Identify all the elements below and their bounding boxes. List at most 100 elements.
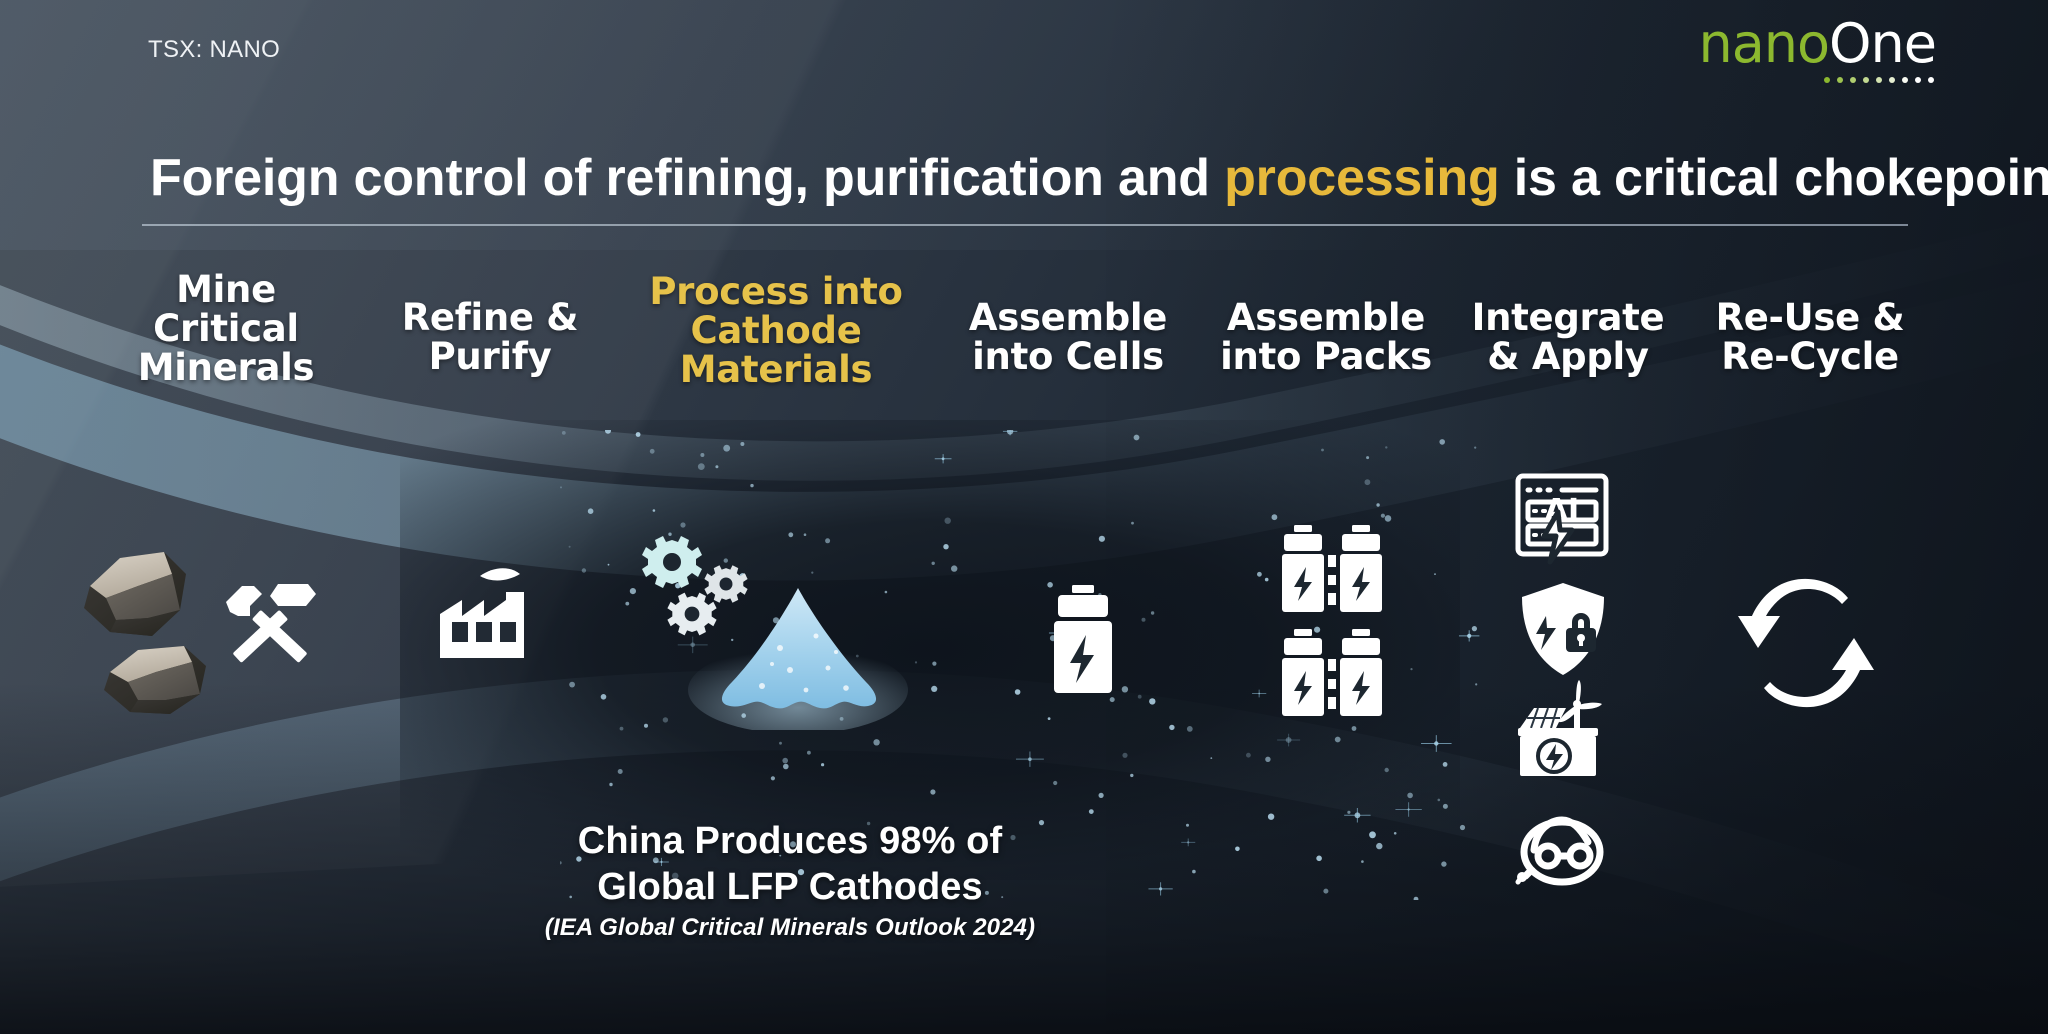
sparkle-particle bbox=[821, 763, 825, 767]
sparkle-particle bbox=[1321, 448, 1324, 452]
sparkle-particle bbox=[697, 463, 705, 470]
stage-label-mine-critical-minerals[interactable]: Mine Critical Minerals bbox=[66, 270, 386, 388]
sparkle-particle bbox=[750, 483, 754, 488]
stage-label-line: Mine bbox=[176, 268, 276, 311]
sparkle-particle bbox=[984, 890, 989, 895]
sparkle-particle bbox=[739, 573, 747, 580]
stage-label-line: Process into bbox=[649, 270, 903, 313]
sparkle-particle bbox=[1442, 762, 1448, 767]
sparkle-particle bbox=[783, 763, 789, 770]
sparkle-particle bbox=[675, 583, 681, 589]
sparkle-particle bbox=[914, 661, 918, 664]
stage-label-integrate-apply[interactable]: Integrate & Apply bbox=[1408, 296, 1728, 377]
sparkle-particle bbox=[1267, 813, 1275, 820]
sparkle-particle bbox=[1169, 724, 1175, 731]
sparkle-particle bbox=[779, 854, 782, 857]
title-part-before: Foreign control of refining, purificatio… bbox=[150, 149, 1225, 207]
sparkle-particle bbox=[741, 713, 746, 718]
sparkle-particle bbox=[1258, 692, 1261, 695]
sparkle-particle bbox=[1441, 861, 1447, 867]
sparkle-particle bbox=[866, 821, 871, 826]
sparkle-cross bbox=[1002, 430, 1018, 436]
sparkle-particle bbox=[825, 538, 831, 544]
sparkle-cross bbox=[677, 636, 708, 654]
sparkle-cross bbox=[1458, 630, 1480, 642]
sparkle-particle bbox=[568, 545, 571, 548]
logo-dot bbox=[1902, 77, 1908, 83]
logo-nano-text: nano bbox=[1698, 12, 1830, 75]
sparkle-particle bbox=[1088, 809, 1094, 814]
sparkle-cross bbox=[1015, 751, 1044, 767]
stage-label-line: Materials bbox=[679, 348, 873, 392]
sparkle-particle bbox=[943, 544, 949, 550]
logo-dot bbox=[1863, 77, 1869, 83]
sparkle-cross bbox=[1344, 808, 1371, 823]
sparkle-particle bbox=[1264, 577, 1269, 582]
sparkle-particle bbox=[1133, 434, 1140, 441]
sparkle-particle bbox=[1014, 689, 1021, 695]
stage-label-re-use-re-cycle[interactable]: Re-Use & Re-Cycle bbox=[1650, 296, 1970, 377]
stage-label-line: Integrate bbox=[1471, 296, 1665, 339]
sparkle-particle bbox=[617, 769, 623, 774]
sparkle-particle bbox=[839, 717, 844, 721]
sparkle-particle bbox=[587, 508, 594, 514]
logo-dot bbox=[1837, 77, 1843, 83]
sparkle-particle bbox=[1366, 456, 1370, 460]
sparkle-particle bbox=[779, 741, 782, 745]
sparkle-particle bbox=[1109, 697, 1115, 703]
sparkle-particle bbox=[1186, 823, 1189, 827]
sparkle-particle bbox=[1316, 855, 1322, 862]
sparkle-particle bbox=[581, 568, 587, 573]
sparkle-particle bbox=[1439, 439, 1445, 445]
sparkle-particle bbox=[561, 431, 566, 435]
sparkle-particle bbox=[811, 571, 814, 574]
sparkle-particle bbox=[652, 509, 656, 512]
sparkle-particle bbox=[668, 532, 672, 536]
sparkle-particle bbox=[671, 872, 679, 880]
stage-label-process-into-cathode-materials[interactable]: Process into Cathode Materials bbox=[616, 272, 936, 390]
sparkle-particle bbox=[752, 872, 758, 878]
sparkle-particle bbox=[1073, 665, 1080, 671]
stage-label-refine-purify[interactable]: Refine & Purify bbox=[330, 298, 650, 377]
sparkle-particle bbox=[625, 601, 630, 606]
sparkle-particle bbox=[807, 750, 811, 755]
sparkle-cross bbox=[1148, 882, 1173, 896]
sparkle-particle bbox=[1369, 538, 1374, 543]
sparkle-particle bbox=[1471, 626, 1477, 632]
sparkle-particle bbox=[1437, 798, 1441, 802]
sparkle-particle bbox=[1098, 535, 1105, 542]
sparkle-particle bbox=[873, 739, 880, 746]
sparkle-particle bbox=[1434, 573, 1436, 575]
sparkle-particle bbox=[609, 782, 613, 787]
sparkle-particle bbox=[1001, 896, 1004, 899]
logo-one-text: One bbox=[1829, 12, 1937, 75]
page-title: Foreign control of refining, purificatio… bbox=[150, 148, 2048, 208]
sparkle-particle bbox=[569, 681, 575, 688]
sparkle-particle bbox=[931, 685, 938, 692]
stage-label-assemble-into-cells[interactable]: Assemble into Cells bbox=[908, 298, 1228, 377]
sparkle-particle bbox=[700, 453, 705, 457]
sparkle-particle bbox=[772, 617, 780, 624]
sparkle-particle bbox=[1210, 757, 1213, 759]
stage-label-assemble-into-packs[interactable]: Assemble into Packs bbox=[1166, 298, 1486, 377]
sparkle-particle bbox=[1474, 446, 1477, 449]
sparkle-particle bbox=[1393, 832, 1397, 835]
sparkle-particle bbox=[1141, 617, 1146, 622]
sparkle-particle bbox=[1257, 571, 1262, 577]
sparkle-particle bbox=[1351, 726, 1357, 731]
sparkle-particle bbox=[1475, 683, 1478, 686]
sparkle-particle bbox=[644, 723, 648, 728]
caption-line-2: Global LFP Cathodes bbox=[597, 866, 983, 909]
sparkle-particle bbox=[680, 522, 686, 528]
sparkle-particle bbox=[1150, 611, 1155, 615]
sparkle-cross bbox=[1395, 802, 1422, 817]
sparkle-particle bbox=[1385, 446, 1388, 449]
sparkle-particle bbox=[1306, 525, 1311, 530]
sparkle-particle bbox=[1271, 514, 1278, 521]
sparkle-particle bbox=[930, 789, 936, 795]
stage-label-line: Re-Use & bbox=[1715, 296, 1905, 339]
sparkle-particle bbox=[569, 895, 572, 899]
stage-label-line: Minerals bbox=[137, 346, 315, 390]
logo-dot bbox=[1915, 77, 1921, 83]
